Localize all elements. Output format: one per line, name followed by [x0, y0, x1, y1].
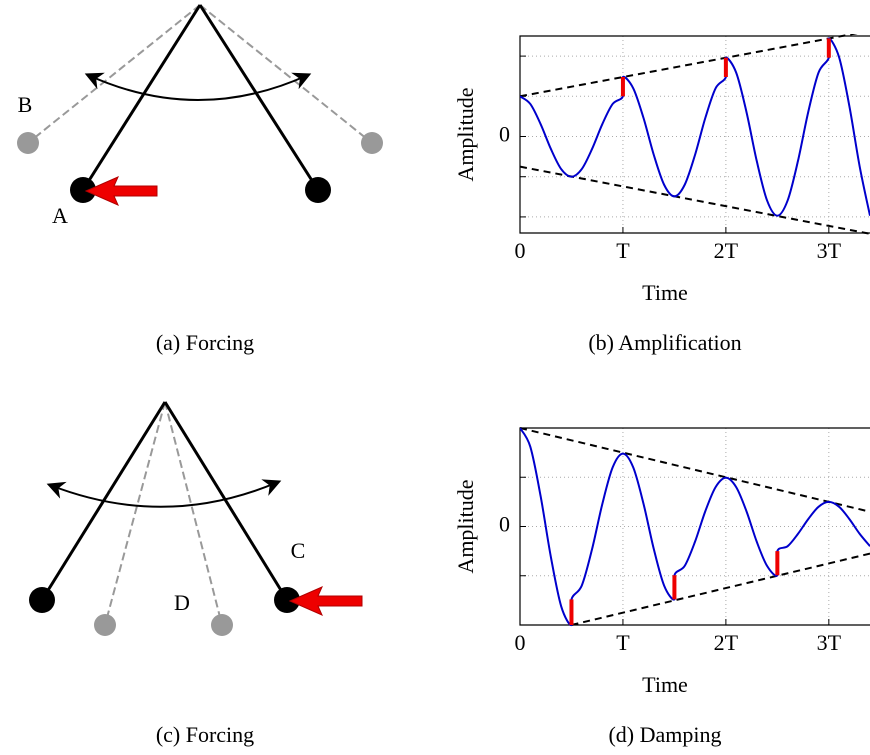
bob-gray — [17, 132, 39, 154]
caption: (c) Forcing — [156, 722, 254, 747]
bob-gray — [94, 614, 116, 636]
bob-gray — [361, 132, 383, 154]
y-axis-label: Amplitude — [453, 87, 478, 181]
x-tick-label: 0 — [515, 238, 526, 263]
rod — [83, 5, 200, 190]
x-tick-label: T — [616, 630, 630, 655]
force-arrow — [290, 587, 362, 615]
rod-gray — [105, 402, 165, 625]
label: C — [291, 538, 306, 563]
line-chart: 0 T 2T 3T 0 Time Amplitude (b) Amplification — [453, 31, 870, 355]
swing-arrow — [88, 75, 308, 100]
pendulum-diagram-c: C D (c) Forcing — [29, 402, 362, 747]
x-tick-label: T — [616, 238, 630, 263]
caption: (d) Damping — [608, 722, 721, 747]
swing-arrow — [50, 482, 278, 507]
bob — [29, 587, 55, 613]
caption: (a) Forcing — [156, 330, 254, 355]
pendulum-diagram-a: B A (a) Forcing — [17, 5, 383, 355]
rod — [200, 5, 318, 190]
axis-frame — [520, 36, 870, 233]
label: D — [174, 590, 190, 615]
x-axis-label: Time — [642, 672, 688, 697]
bob-gray — [211, 614, 233, 636]
x-tick-label: 3T — [817, 238, 842, 263]
x-tick-label: 3T — [817, 630, 842, 655]
line-chart: 0 T 2T 3T 0 Time Amplitude (d) Damping — [453, 428, 870, 747]
rod-gray — [200, 5, 372, 143]
x-tick-label: 2T — [714, 238, 739, 263]
envelope — [520, 31, 870, 97]
curve — [520, 38, 870, 215]
envelope — [571, 554, 870, 625]
y-tick-label: 0 — [499, 122, 510, 147]
plot-area — [520, 31, 870, 234]
page: B A (a) Forcing C D (c) Forcing 0 T 2T 3T 0 T… — [0, 0, 870, 755]
force-arrow — [86, 177, 157, 205]
label: B — [18, 92, 33, 117]
y-tick-label: 0 — [499, 512, 510, 537]
label: A — [52, 203, 68, 228]
caption: (b) Amplification — [588, 330, 741, 355]
rod-gray — [28, 5, 200, 143]
y-axis-label: Amplitude — [453, 479, 478, 573]
rod — [165, 402, 287, 600]
figure: B A (a) Forcing C D (c) Forcing 0 T 2T 3T 0 T… — [0, 0, 870, 755]
envelope — [520, 428, 870, 512]
x-tick-label: 0 — [515, 630, 526, 655]
bob — [305, 177, 331, 203]
x-tick-label: 2T — [714, 630, 739, 655]
x-axis-label: Time — [642, 280, 688, 305]
